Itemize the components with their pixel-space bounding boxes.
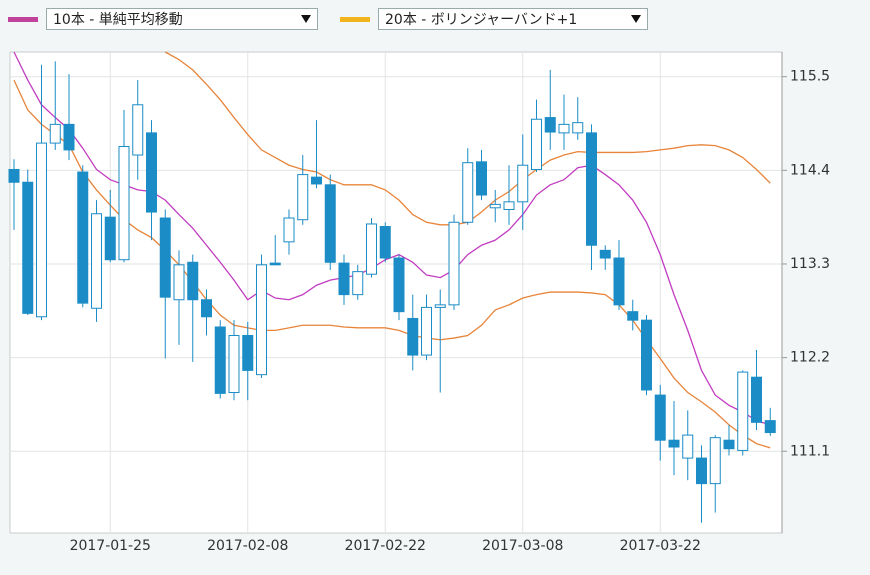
candle-body [324,184,336,263]
dropdown[interactable]: 10本 - 単純平均移動 [46,8,318,30]
x-tick-label: 2017-01-25 [70,538,151,554]
y-tick-label: 113.3 [790,256,830,272]
grid [10,52,782,533]
candle-body [352,271,364,296]
candle-body [91,213,102,309]
candle-body [572,122,584,134]
candle-body [256,264,267,376]
candle-body [709,437,721,485]
candle-body [421,306,432,356]
candle-body [558,123,570,134]
candle-body [641,319,652,391]
candle-body [613,257,625,306]
x-tick-label: 2017-02-22 [345,538,426,554]
candle-body [462,162,474,223]
candle-body [283,217,295,243]
x-tick-label: 2017-02-08 [207,538,288,554]
candle-body [668,439,680,448]
candle-body [531,118,542,170]
candle-body [489,203,501,209]
candle-body [503,201,515,210]
candle-body [187,261,199,301]
y-tick-label: 112.2 [790,350,830,366]
dropdown-arrow [301,15,311,23]
y-tick-label: 115.5 [790,69,830,85]
candle-body [173,264,185,301]
candle-body [311,176,322,185]
candle-body [214,326,226,394]
legend-label: 10本 - 単純平均移動 [53,12,183,28]
candle-body [751,376,762,423]
candle-body [696,457,707,485]
y-tick-label: 114.4 [790,162,830,178]
candle-body [228,334,240,394]
candle-body [22,181,34,314]
candle-body [544,117,556,133]
candle-body [654,394,666,441]
candle-body [737,371,749,451]
legend-swatch [340,16,370,22]
candle-body [8,168,20,183]
candle-body [407,317,419,356]
x-tick-label: 2017-03-08 [482,538,563,554]
candle-body [599,249,611,259]
candle-body [338,262,350,296]
series-line [13,51,771,426]
candle-body [366,223,377,275]
candle-body [269,262,281,266]
legend-item: 10本 - 単純平均移動 [8,6,318,32]
candle-body [146,132,157,213]
x-tick-label: 2017-03-22 [620,538,701,554]
legend-label: 20本 - ボリンジャーバンド+1 [385,12,578,28]
candle-body [49,123,61,144]
candle-body [434,304,446,308]
legend-item: 20本 - ボリンジャーバンド+1 [340,6,648,32]
candle-body [77,171,89,304]
candle-body [201,299,212,318]
candle-body [36,142,47,318]
y-tick-label: 111.1 [790,443,830,459]
candle-body [393,257,405,313]
candle-body [764,420,776,434]
candle-body [723,439,735,450]
candle-body [586,132,597,246]
candle-body [104,216,116,261]
candle-body [63,123,75,151]
candle-body [242,334,254,371]
dropdown[interactable]: 20本 - ボリンジャーバンド+1 [378,8,648,30]
candle-body [379,226,391,259]
dropdown-arrow [631,15,641,23]
candle-body [517,164,529,203]
candle-body [297,174,309,221]
candle-body [118,145,130,261]
candle-body [132,104,144,156]
legend-swatch [8,16,38,22]
candle-body [627,311,639,321]
candle-body [159,217,171,298]
candle-body [476,161,487,196]
candle-body [682,434,694,459]
candle-body [448,221,460,306]
